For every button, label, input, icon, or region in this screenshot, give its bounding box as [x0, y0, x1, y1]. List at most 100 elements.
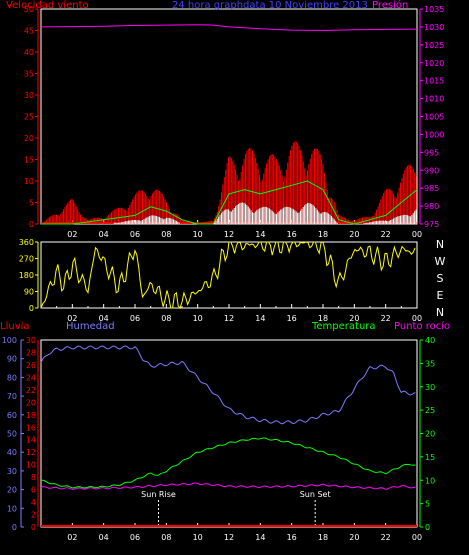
x-tick-label-0: 06 [130, 230, 140, 239]
pressure-tick-label: 1025 [424, 41, 444, 50]
x-tick-label-0: 16 [287, 230, 297, 239]
x-tick-label-0: 08 [161, 230, 171, 239]
rain-axis-title: Lluvia [0, 321, 30, 332]
direction-tick-label: 360 [19, 238, 34, 247]
panel-frame-2 [40, 339, 418, 528]
wind-tick-label: 35 [24, 70, 34, 79]
x-tick-label-1: 14 [255, 314, 265, 323]
pressure-tick-label: 1005 [424, 113, 444, 122]
compass-label: N [436, 306, 444, 319]
wind-direction-line [40, 241, 416, 309]
pressure-tick-label: 1010 [424, 95, 444, 104]
x-tick-label-2: 04 [99, 533, 109, 542]
humidity-tick-label: 80 [7, 373, 17, 382]
humidity-tick-label: 100 [2, 336, 17, 345]
humidity-axis-title: Humedad [66, 321, 115, 332]
temperature-tick-label: 40 [425, 336, 435, 345]
dewpoint-axis-title: Punto rocío [394, 321, 451, 332]
x-tick-label-2: 10 [193, 533, 203, 542]
pressure-tick-label: 990 [424, 166, 439, 175]
pressure-tick-label: 985 [424, 184, 439, 193]
x-tick-label-1: 10 [193, 314, 203, 323]
compass-label: N [436, 238, 444, 251]
wind-tick-label: 25 [24, 113, 34, 122]
wind-tick-label: 5 [29, 199, 34, 208]
wind-tick-label: 50 [24, 5, 34, 14]
x-tick-label-1: 12 [224, 314, 234, 323]
temperature-tick-label: 30 [425, 383, 435, 392]
humidity-line [40, 345, 416, 425]
temperature-line [40, 437, 416, 489]
sunrise-label: Sun Rise [141, 490, 176, 499]
humidity-tick-label: 40 [7, 448, 17, 457]
humidity-tick-label: 50 [7, 430, 17, 439]
x-tick-label-0: 04 [99, 230, 109, 239]
x-tick-label-2: 02 [67, 533, 77, 542]
humidity-tick-label: 60 [7, 411, 17, 420]
direction-tick-label: 270 [19, 255, 34, 264]
rain-tick-label: 6 [31, 486, 36, 495]
rain-tick-label: 10 [26, 461, 36, 470]
wind-tick-label: 40 [24, 48, 34, 57]
pressure-tick-label: 995 [424, 148, 439, 157]
panel-frame-1 [40, 241, 418, 309]
wind-tick-label: 30 [24, 91, 34, 100]
humidity-tick-label: 10 [7, 504, 17, 513]
x-tick-label-0: 18 [318, 230, 328, 239]
x-tick-label-2: 12 [224, 533, 234, 542]
compass-label: W [435, 255, 446, 268]
rain-tick-label: 0 [31, 523, 36, 532]
direction-tick-label: 0 [29, 304, 34, 313]
rain-tick-label: 28 [26, 348, 36, 357]
rain-tick-label: 2 [31, 511, 36, 520]
x-tick-label-1: 08 [161, 314, 171, 323]
wind-speed-line [41, 180, 418, 225]
x-tick-label-2: 16 [287, 533, 297, 542]
temperature-tick-label: 10 [425, 476, 435, 485]
pressure-axis-title: Presión [372, 0, 409, 11]
wind-tick-label: 15 [24, 156, 34, 165]
rain-tick-label: 14 [26, 436, 36, 445]
x-tick-label-0: 14 [255, 230, 265, 239]
wind-tick-label: 0 [29, 220, 34, 229]
rain-tick-label: 26 [26, 361, 36, 370]
pressure-tick-label: 1015 [424, 77, 444, 86]
pressure-tick-label: 975 [424, 220, 439, 229]
x-tick-label-1: 16 [287, 314, 297, 323]
temperature-tick-label: 15 [425, 453, 435, 462]
temperature-axis-title: Temperatura [312, 321, 376, 332]
sunset-label: Sun Set [300, 490, 331, 499]
rain-tick-label: 8 [31, 473, 36, 482]
temperature-tick-label: 20 [425, 430, 435, 439]
x-tick-label-2: 14 [255, 533, 265, 542]
x-tick-label-1: 04 [99, 314, 109, 323]
direction-tick-label: 180 [19, 271, 34, 280]
rain-tick-label: 22 [26, 386, 36, 395]
x-tick-label-2: 22 [381, 533, 391, 542]
temperature-tick-label: 0 [425, 523, 430, 532]
wind-tick-label: 20 [24, 134, 34, 143]
x-tick-label-1: 06 [130, 314, 140, 323]
x-tick-label-1: 22 [381, 314, 391, 323]
x-tick-label-0: 20 [349, 230, 359, 239]
rain-tick-label: 24 [26, 373, 36, 382]
humidity-tick-label: 90 [7, 355, 17, 364]
temperature-tick-label: 25 [425, 406, 435, 415]
x-tick-label-0: 22 [381, 230, 391, 239]
compass-label: S [437, 272, 444, 285]
temperature-tick-label: 5 [425, 500, 430, 509]
direction-tick-label: 90 [24, 288, 34, 297]
pressure-tick-label: 1035 [424, 5, 444, 14]
rain-tick-label: 30 [26, 336, 36, 345]
x-tick-label-1: 00 [412, 314, 422, 323]
pressure-line [40, 24, 418, 32]
x-tick-label-0: 10 [193, 230, 203, 239]
rain-tick-label: 16 [26, 423, 36, 432]
wind-tick-label: 45 [24, 27, 34, 36]
wind-tick-label: 10 [24, 177, 34, 186]
rain-tick-label: 20 [26, 398, 36, 407]
pressure-tick-label: 1020 [424, 59, 444, 68]
temperature-tick-label: 35 [425, 359, 435, 368]
humidity-tick-label: 20 [7, 486, 17, 495]
